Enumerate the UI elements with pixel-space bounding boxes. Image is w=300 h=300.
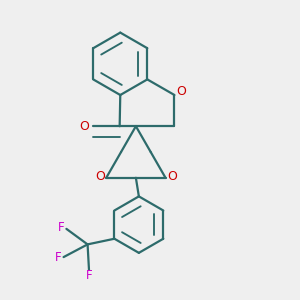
Text: F: F — [86, 268, 93, 282]
Text: F: F — [58, 221, 64, 234]
Text: O: O — [176, 85, 186, 98]
Text: F: F — [55, 251, 62, 265]
Text: O: O — [79, 120, 89, 133]
Text: O: O — [167, 170, 177, 183]
Text: O: O — [95, 170, 105, 183]
